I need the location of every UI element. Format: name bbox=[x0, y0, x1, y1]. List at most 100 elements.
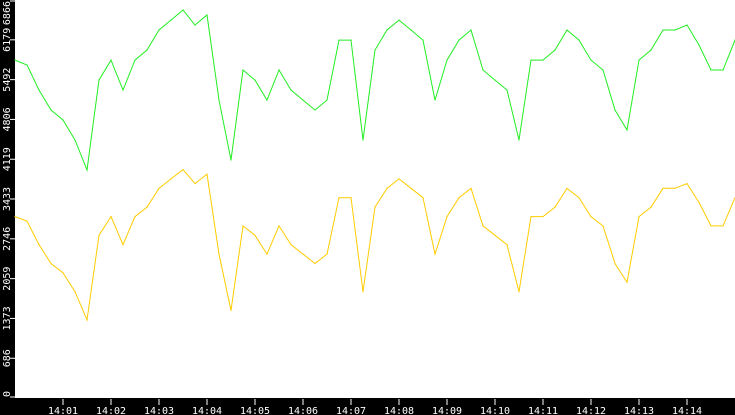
data-point bbox=[614, 262, 616, 265]
x-tick-label: 14:09 bbox=[432, 406, 462, 415]
data-point bbox=[302, 253, 304, 255]
data-point bbox=[146, 206, 148, 208]
data-point bbox=[242, 69, 244, 71]
data-point bbox=[662, 29, 664, 31]
data-point bbox=[638, 59, 640, 61]
data-point bbox=[590, 215, 592, 218]
data-point bbox=[290, 89, 292, 91]
data-point bbox=[554, 49, 556, 51]
data-point bbox=[206, 14, 208, 16]
data-point bbox=[218, 253, 220, 255]
data-point bbox=[458, 39, 460, 41]
data-point bbox=[194, 24, 196, 26]
data-point bbox=[134, 59, 136, 61]
data-point bbox=[146, 49, 148, 51]
y-tick-label: 686 bbox=[2, 349, 13, 367]
x-tick-label: 14:04 bbox=[192, 406, 222, 415]
data-point bbox=[194, 183, 196, 185]
data-point bbox=[362, 139, 364, 141]
data-point bbox=[374, 206, 376, 208]
data-point bbox=[314, 262, 316, 265]
x-tick-label: 14:03 bbox=[144, 406, 174, 415]
data-point bbox=[38, 89, 40, 91]
data-point bbox=[182, 9, 184, 11]
x-tick-label: 14:12 bbox=[576, 406, 606, 415]
data-point bbox=[110, 215, 112, 218]
data-point bbox=[722, 225, 724, 227]
data-point bbox=[722, 69, 724, 71]
data-point bbox=[698, 44, 700, 46]
data-point bbox=[698, 201, 700, 204]
data-point bbox=[386, 187, 388, 189]
data-point bbox=[218, 99, 220, 101]
data-point bbox=[254, 79, 256, 81]
data-point bbox=[230, 309, 232, 312]
data-point bbox=[254, 234, 256, 236]
data-point bbox=[638, 215, 640, 218]
data-point bbox=[14, 215, 16, 218]
data-point bbox=[446, 215, 448, 218]
data-point bbox=[602, 69, 604, 71]
data-point bbox=[170, 178, 172, 180]
y-tick-label: 2746 bbox=[2, 227, 13, 251]
y-tick-label: 2059 bbox=[2, 267, 13, 291]
data-point bbox=[26, 220, 28, 222]
data-point bbox=[122, 89, 124, 91]
data-point bbox=[410, 187, 412, 189]
x-tick-label: 14:07 bbox=[336, 406, 366, 415]
data-point bbox=[482, 225, 484, 227]
data-point bbox=[362, 291, 364, 293]
data-point bbox=[242, 225, 244, 227]
data-point bbox=[590, 59, 592, 61]
x-tick-label: 14:11 bbox=[528, 406, 558, 415]
y-tick-label: 4806 bbox=[2, 107, 13, 131]
data-point bbox=[374, 49, 376, 51]
data-point bbox=[686, 24, 688, 26]
data-point bbox=[518, 139, 520, 141]
data-point bbox=[674, 187, 676, 189]
x-tick-label: 14:14 bbox=[672, 406, 702, 415]
x-tick-label: 14:02 bbox=[96, 406, 126, 415]
data-point bbox=[650, 49, 652, 51]
data-point bbox=[386, 29, 388, 31]
y-tick-label: 3433 bbox=[2, 187, 13, 211]
data-point bbox=[494, 79, 496, 81]
data-point bbox=[530, 215, 532, 218]
data-point bbox=[434, 253, 436, 255]
data-point bbox=[158, 187, 160, 189]
data-point bbox=[134, 215, 136, 218]
data-point bbox=[350, 197, 352, 199]
data-point bbox=[398, 19, 400, 21]
data-point bbox=[470, 29, 472, 31]
data-point bbox=[122, 244, 124, 246]
data-point bbox=[542, 215, 544, 218]
data-point bbox=[578, 39, 580, 41]
data-point bbox=[98, 79, 100, 81]
data-point bbox=[530, 59, 532, 61]
data-point bbox=[86, 169, 88, 171]
data-point bbox=[626, 281, 628, 283]
data-point bbox=[674, 29, 676, 31]
x-tick-label: 14:10 bbox=[480, 406, 510, 415]
x-tick-label: 14:13 bbox=[624, 406, 654, 415]
data-point bbox=[62, 272, 64, 274]
data-point bbox=[182, 168, 184, 171]
data-point bbox=[422, 39, 424, 41]
data-point bbox=[266, 99, 268, 101]
data-point bbox=[542, 59, 544, 61]
data-point bbox=[74, 139, 76, 141]
data-point bbox=[494, 234, 496, 236]
data-point bbox=[506, 89, 508, 91]
data-point bbox=[50, 109, 52, 111]
y-tick-label: 5492 bbox=[2, 68, 13, 92]
data-point bbox=[686, 183, 688, 185]
data-point bbox=[338, 39, 340, 41]
data-point bbox=[230, 159, 232, 161]
data-point bbox=[50, 262, 52, 265]
x-tick-label: 14:06 bbox=[288, 406, 318, 415]
data-point bbox=[110, 59, 112, 61]
data-point bbox=[74, 291, 76, 293]
data-point bbox=[326, 253, 328, 255]
data-point bbox=[614, 109, 616, 111]
